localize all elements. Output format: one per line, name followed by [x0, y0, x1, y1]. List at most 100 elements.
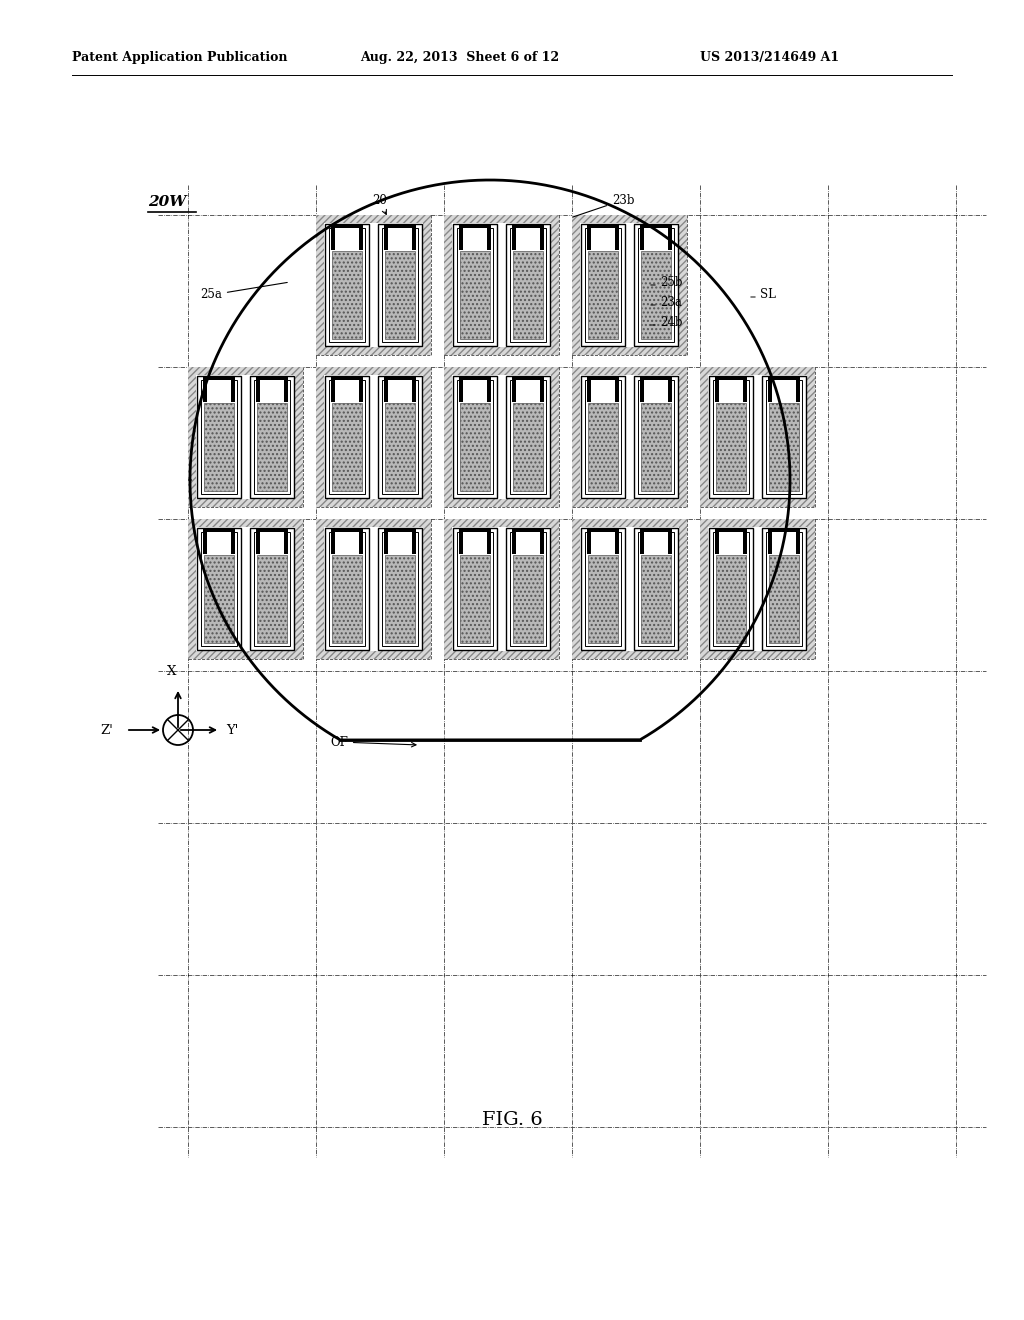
- Bar: [652, 537, 659, 545]
- Bar: [591, 532, 614, 554]
- Bar: [644, 380, 668, 403]
- Bar: [727, 537, 735, 545]
- Bar: [807, 367, 815, 507]
- Bar: [332, 226, 362, 228]
- Bar: [256, 378, 288, 380]
- Bar: [385, 403, 415, 491]
- Bar: [506, 224, 550, 346]
- Bar: [198, 528, 241, 649]
- Bar: [358, 226, 362, 249]
- Bar: [385, 251, 415, 338]
- Bar: [188, 519, 303, 527]
- Bar: [572, 499, 687, 507]
- Bar: [316, 215, 431, 223]
- Bar: [378, 528, 422, 649]
- Bar: [188, 651, 303, 659]
- Bar: [512, 226, 516, 249]
- Text: SL: SL: [760, 289, 776, 301]
- Bar: [599, 537, 607, 545]
- Bar: [335, 380, 358, 403]
- Bar: [588, 226, 591, 249]
- Bar: [512, 529, 544, 532]
- Bar: [588, 251, 617, 338]
- Bar: [378, 376, 422, 498]
- Bar: [551, 367, 559, 507]
- Bar: [444, 499, 559, 507]
- Bar: [256, 529, 288, 532]
- Bar: [207, 380, 230, 403]
- Bar: [700, 367, 815, 375]
- Bar: [316, 651, 431, 659]
- Bar: [198, 376, 241, 498]
- Bar: [588, 554, 617, 643]
- Bar: [719, 380, 742, 403]
- Bar: [614, 529, 618, 553]
- Bar: [444, 347, 559, 355]
- Text: 24b: 24b: [660, 317, 683, 330]
- Bar: [268, 384, 275, 392]
- Bar: [710, 376, 753, 498]
- Bar: [423, 519, 431, 659]
- Bar: [700, 519, 815, 659]
- Bar: [641, 554, 671, 643]
- Bar: [444, 367, 559, 507]
- Bar: [700, 519, 708, 659]
- Bar: [772, 380, 796, 403]
- Bar: [316, 347, 431, 355]
- Bar: [516, 380, 540, 403]
- Bar: [204, 529, 234, 532]
- Bar: [332, 378, 362, 380]
- Bar: [506, 528, 550, 649]
- Bar: [769, 554, 799, 643]
- Bar: [460, 251, 489, 338]
- Bar: [700, 367, 815, 507]
- Bar: [326, 376, 369, 498]
- Bar: [444, 367, 559, 375]
- Bar: [316, 519, 431, 659]
- Bar: [457, 380, 494, 494]
- Bar: [516, 228, 540, 251]
- Bar: [460, 226, 490, 228]
- Bar: [257, 403, 287, 491]
- Bar: [772, 532, 796, 554]
- Bar: [780, 384, 787, 392]
- Bar: [638, 380, 674, 494]
- Bar: [188, 519, 303, 659]
- Bar: [358, 378, 362, 401]
- Bar: [585, 532, 622, 647]
- Bar: [384, 378, 416, 380]
- Bar: [588, 403, 617, 491]
- Bar: [316, 519, 324, 659]
- Bar: [486, 529, 490, 553]
- Bar: [230, 529, 234, 553]
- Bar: [762, 376, 806, 498]
- Bar: [588, 529, 591, 553]
- Bar: [640, 226, 644, 249]
- Bar: [540, 529, 544, 553]
- Bar: [250, 376, 294, 498]
- Bar: [396, 232, 403, 240]
- Bar: [780, 537, 787, 545]
- Bar: [454, 224, 497, 346]
- Bar: [585, 227, 622, 342]
- Bar: [540, 226, 544, 249]
- Bar: [572, 519, 580, 659]
- Bar: [412, 378, 416, 401]
- Bar: [641, 403, 671, 491]
- Text: 20W: 20W: [148, 195, 186, 209]
- Bar: [486, 378, 490, 401]
- Bar: [524, 384, 531, 392]
- Bar: [716, 378, 746, 380]
- Bar: [640, 378, 672, 380]
- Bar: [510, 532, 547, 647]
- Bar: [551, 215, 559, 355]
- Bar: [444, 519, 452, 659]
- Bar: [250, 528, 294, 649]
- Bar: [385, 554, 415, 643]
- Bar: [284, 529, 288, 553]
- Bar: [638, 227, 674, 342]
- Bar: [463, 228, 486, 251]
- Bar: [454, 376, 497, 498]
- Bar: [796, 378, 800, 401]
- Bar: [614, 226, 618, 249]
